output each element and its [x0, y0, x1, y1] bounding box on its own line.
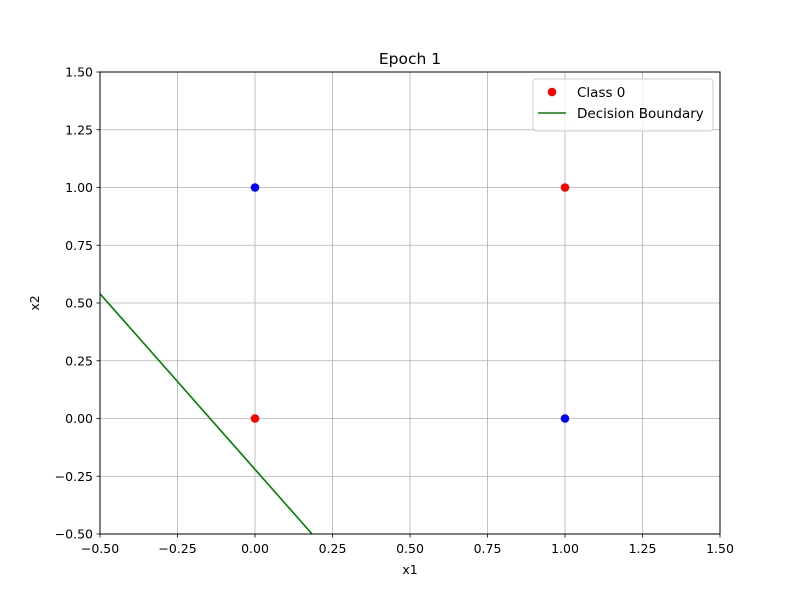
data-layer	[100, 183, 570, 534]
chart-title: Epoch 1	[379, 50, 441, 68]
legend-label: Class 0	[577, 85, 625, 101]
data-point	[250, 183, 260, 192]
x-tick-label: 1.00	[551, 541, 579, 556]
y-tick-label: 1.00	[65, 180, 93, 195]
data-point	[560, 183, 570, 192]
x-tick-label: 1.50	[706, 541, 734, 556]
x-tick-label: 1.25	[629, 541, 657, 556]
x-tick-label: 0.00	[241, 541, 269, 556]
x-tick-label: 0.25	[319, 541, 347, 556]
x-tick-label: −0.50	[81, 541, 119, 556]
x-tick-label: 0.75	[474, 541, 502, 556]
series-group	[100, 183, 570, 534]
decision-boundary-line	[100, 293, 313, 534]
y-tick-label: −0.25	[55, 469, 93, 484]
legend: Class 0 Decision Boundary	[532, 78, 714, 132]
x-axis-label: x1	[402, 562, 417, 577]
data-point	[250, 414, 260, 423]
y-tick-label: 0.50	[65, 296, 93, 311]
y-tick-label: 1.50	[65, 65, 93, 80]
y-axis-label: x2	[27, 295, 42, 310]
x-tick-label: −0.25	[158, 541, 196, 556]
axes: −0.50 −0.25 0.00 0.25 0.50 0.75 1.00 1.25 1.50 −0…	[55, 65, 734, 557]
y-tick-label: 0.00	[65, 411, 93, 426]
y-tick-label: −0.50	[55, 527, 93, 542]
y-tick-label: 0.25	[65, 353, 93, 368]
legend-label: Decision Boundary	[577, 106, 704, 122]
y-tick-label: 0.75	[65, 238, 93, 253]
legend-marker-swatch	[547, 87, 557, 97]
x-tick-label: 0.50	[396, 541, 424, 556]
y-tick-label: 1.25	[65, 122, 93, 137]
data-point	[560, 414, 570, 423]
legend-box	[532, 78, 714, 132]
